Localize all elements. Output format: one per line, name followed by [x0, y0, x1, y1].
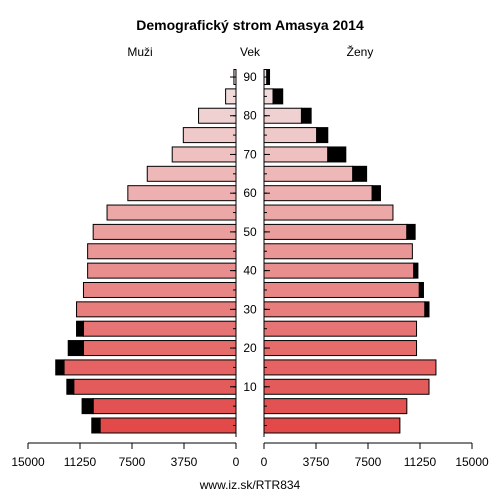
male-bar-5-9 — [92, 398, 237, 415]
male-bar-50-54 — [92, 223, 237, 240]
female-excess-bar-30-34 — [424, 301, 430, 318]
female-bar-15-19 — [263, 359, 437, 376]
female-excess-bar-65-69 — [352, 165, 368, 182]
male-bar-25-29 — [82, 320, 237, 337]
male-bar-45-49 — [87, 243, 237, 260]
age-tick-label-70: 70 — [243, 147, 257, 161]
right-x-tick-label-0: 0 — [261, 455, 268, 469]
male-excess-bar-5-9 — [81, 398, 94, 415]
female-bar-75-79 — [263, 127, 318, 144]
female-bar-30-34 — [263, 301, 426, 318]
age-tick-label-40: 40 — [243, 264, 257, 278]
female-excess-bar-60-64 — [371, 185, 381, 202]
male-bar-40-44 — [87, 262, 237, 279]
female-bar-0-4 — [263, 417, 401, 434]
female-excess-bar-40-44 — [413, 262, 419, 279]
right-x-tick-label-11250: 11250 — [404, 455, 437, 469]
female-excess-bar-75-79 — [316, 127, 329, 144]
females-label: Ženy — [347, 44, 374, 59]
female-excess-bar-70-74 — [327, 146, 347, 163]
age-tick-label-30: 30 — [243, 302, 257, 316]
male-excess-bar-0-4 — [91, 417, 101, 434]
male-excess-bar-20-24 — [67, 340, 84, 357]
left-x-tick-label-11250: 11250 — [64, 455, 97, 469]
left-x-tick-label-7500: 7500 — [119, 455, 146, 469]
female-excess-bar-85-89 — [272, 88, 284, 105]
age-tick-label-50: 50 — [243, 225, 257, 239]
bars-group — [55, 69, 437, 434]
female-bar-65-69 — [263, 165, 354, 182]
left-x-tick-label-15000: 15000 — [11, 455, 45, 469]
female-bar-40-44 — [263, 262, 415, 279]
male-bar-75-79 — [182, 127, 237, 144]
male-bar-10-14 — [73, 378, 237, 395]
left-x-tick-label-0: 0 — [233, 455, 240, 469]
male-bar-70-74 — [171, 146, 237, 163]
left-x-tick-label-3750: 3750 — [171, 455, 198, 469]
axes-group: 10 20 30 40 50 60 70 80 90 15000 11250 7500 3750 0 0 37… — [11, 70, 489, 469]
female-bar-50-54 — [263, 223, 408, 240]
male-excess-bar-25-29 — [76, 320, 84, 337]
female-bar-25-29 — [263, 320, 418, 337]
female-bar-20-24 — [263, 340, 418, 357]
age-tick-label-10: 10 — [243, 380, 257, 394]
male-excess-bar-15-19 — [55, 359, 65, 376]
age-label: Vek — [240, 45, 261, 59]
age-tick-label-60: 60 — [243, 186, 257, 200]
age-tick-label-90: 90 — [243, 70, 257, 84]
right-x-tick-label-7500: 7500 — [355, 455, 382, 469]
female-bar-5-9 — [263, 398, 408, 415]
male-bar-65-69 — [146, 165, 237, 182]
female-bar-10-14 — [263, 378, 430, 395]
male-bar-20-24 — [82, 340, 237, 357]
female-bar-60-64 — [263, 185, 373, 202]
female-bar-45-49 — [263, 243, 413, 260]
age-tick-label-80: 80 — [243, 109, 257, 123]
age-tick-label-20: 20 — [243, 341, 257, 355]
male-excess-bar-10-14 — [66, 378, 75, 395]
right-x-tick-label-15000: 15000 — [455, 455, 489, 469]
male-bar-30-34 — [76, 301, 237, 318]
male-bar-35-39 — [82, 281, 237, 298]
male-bar-0-4 — [99, 417, 237, 434]
chart-title: Demografický strom Amasya 2014 — [136, 17, 364, 33]
female-excess-bar-50-54 — [406, 223, 416, 240]
male-bar-60-64 — [127, 185, 237, 202]
males-label: Muži — [127, 45, 152, 59]
right-x-tick-label-3750: 3750 — [303, 455, 330, 469]
female-bar-55-59 — [263, 204, 394, 221]
female-excess-bar-35-39 — [418, 281, 424, 298]
female-excess-bar-80-84 — [300, 107, 312, 124]
male-bar-15-19 — [63, 359, 237, 376]
female-bar-70-74 — [263, 146, 329, 163]
male-bar-55-59 — [106, 204, 237, 221]
female-bar-35-39 — [263, 281, 420, 298]
source-label: www.iz.sk/RTR834 — [199, 478, 301, 492]
